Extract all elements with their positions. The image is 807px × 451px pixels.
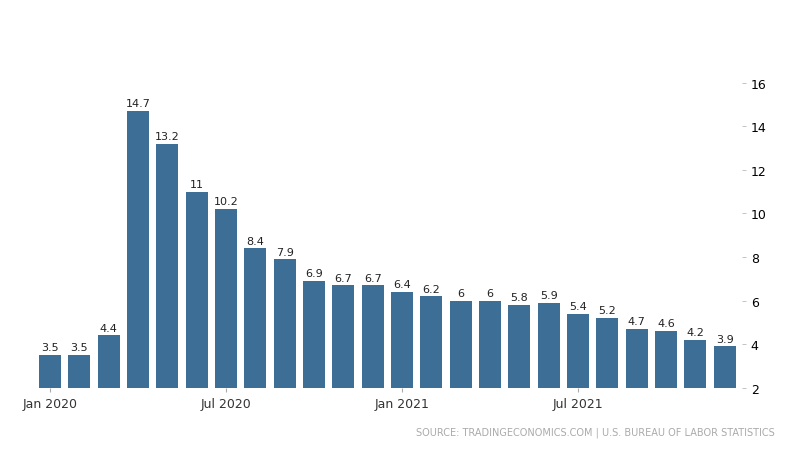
- Bar: [303, 281, 325, 431]
- Text: 6: 6: [487, 288, 494, 298]
- Text: 10.2: 10.2: [214, 197, 238, 207]
- Text: 11: 11: [190, 179, 203, 189]
- Bar: [69, 355, 90, 431]
- Text: 3.5: 3.5: [70, 343, 88, 353]
- Text: 4.6: 4.6: [657, 319, 675, 329]
- Bar: [98, 336, 119, 431]
- Bar: [684, 340, 706, 431]
- Bar: [625, 329, 648, 431]
- Text: 6.7: 6.7: [334, 273, 352, 283]
- Bar: [362, 285, 383, 431]
- Text: 14.7: 14.7: [125, 99, 150, 109]
- Text: 13.2: 13.2: [155, 132, 180, 142]
- Text: 7.9: 7.9: [276, 247, 294, 257]
- Bar: [274, 260, 295, 431]
- Bar: [449, 301, 472, 431]
- Bar: [479, 301, 501, 431]
- Bar: [567, 314, 589, 431]
- Bar: [157, 144, 178, 431]
- Text: 4.2: 4.2: [687, 327, 705, 337]
- Text: United States Unemployment Rate: United States Unemployment Rate: [106, 23, 701, 52]
- Text: 5.4: 5.4: [569, 301, 587, 311]
- Bar: [714, 346, 736, 431]
- Text: 6.4: 6.4: [393, 280, 411, 290]
- Bar: [655, 331, 677, 431]
- Text: 5.2: 5.2: [599, 306, 617, 316]
- Text: 6: 6: [458, 288, 464, 298]
- Bar: [420, 297, 442, 431]
- Bar: [596, 318, 618, 431]
- Bar: [508, 305, 530, 431]
- Text: 5.8: 5.8: [511, 293, 529, 303]
- Text: 5.9: 5.9: [540, 290, 558, 300]
- Text: 3.9: 3.9: [716, 334, 734, 344]
- Text: 4.4: 4.4: [99, 323, 118, 333]
- Bar: [245, 249, 266, 431]
- Bar: [391, 292, 413, 431]
- Bar: [186, 192, 207, 431]
- Text: SOURCE: TRADINGECONOMICS.COM | U.S. BUREAU OF LABOR STATISTICS: SOURCE: TRADINGECONOMICS.COM | U.S. BURE…: [416, 427, 775, 437]
- Text: 8.4: 8.4: [246, 236, 264, 246]
- Text: 6.2: 6.2: [423, 284, 441, 294]
- Bar: [39, 355, 61, 431]
- Text: 3.5: 3.5: [41, 343, 59, 353]
- Bar: [537, 303, 560, 431]
- Text: 6.7: 6.7: [364, 273, 382, 283]
- Text: 6.9: 6.9: [305, 269, 323, 279]
- Text: 4.7: 4.7: [628, 317, 646, 327]
- Bar: [332, 285, 354, 431]
- Bar: [127, 112, 149, 431]
- Bar: [215, 210, 237, 431]
